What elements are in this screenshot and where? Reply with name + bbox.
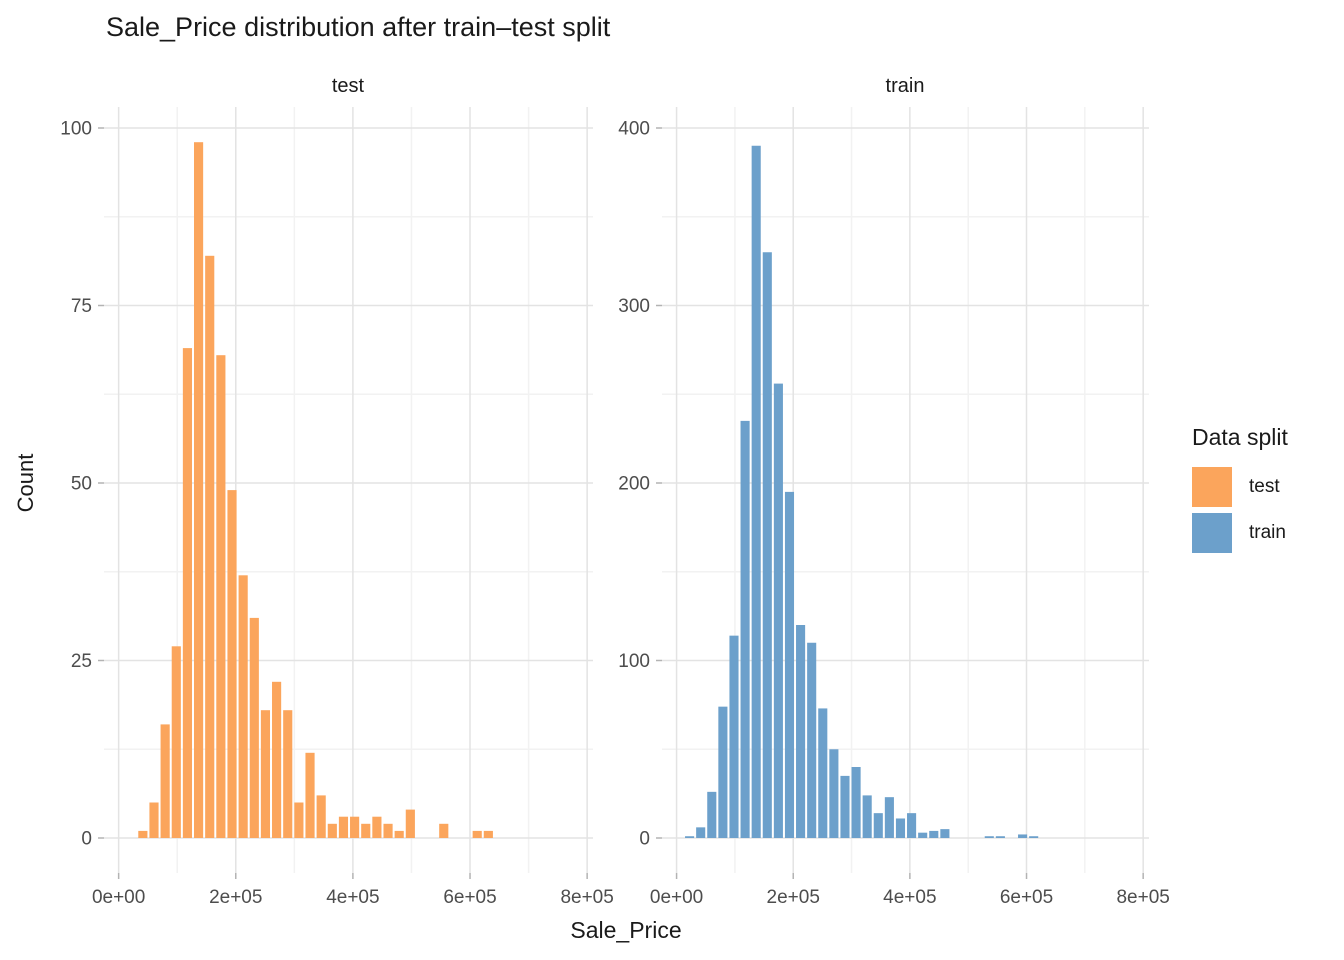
histogram-bar [327,823,337,838]
histogram-bar [718,706,728,838]
y-tick-label: 0 [639,829,650,850]
y-tick-label: 0 [81,829,92,850]
histogram-bar [305,752,315,838]
chart-title: Sale_Price distribution after train–test… [106,12,611,42]
histogram-bar [361,823,371,838]
histogram-bar [316,795,326,838]
histogram-bar [439,823,449,838]
histogram-bar [895,818,906,838]
histogram-bar [216,355,226,838]
histogram-bar [773,383,783,838]
y-tick-label: 100 [618,651,650,672]
histogram-bar [796,625,806,838]
legend: Data split test train [1192,424,1288,559]
x-tick-label: 8e+05 [1116,887,1169,908]
legend-swatch-train [1192,513,1232,553]
histogram-bar [907,813,917,838]
legend-title: Data split [1192,424,1288,450]
histogram-bar [350,816,360,838]
histogram-bar [472,830,482,838]
x-tick-label: 4e+05 [883,887,936,908]
legend-entry-train: train [1192,513,1288,553]
histogram-bar [740,420,750,839]
histogram-bar [372,816,382,838]
histogram-bar [829,749,839,838]
histogram-bar [918,832,928,838]
facet-strip-test: test [331,75,365,97]
histogram-bar [807,642,817,838]
x-tick-label: 0e+00 [650,887,703,908]
legend-entry-test: test [1192,467,1288,507]
legend-label-test: test [1249,476,1280,497]
histogram-bar [283,710,293,838]
x-tick-label: 2e+05 [209,887,262,908]
histogram-bar [227,490,237,838]
histogram-bar [160,724,170,838]
histogram-bar [171,646,181,838]
histogram-bar [929,830,939,838]
x-tick-label: 6e+05 [1000,887,1053,908]
x-tick-label: 8e+05 [560,887,613,908]
histogram-bar [751,145,761,838]
histogram-bar [205,255,215,839]
histogram-bar [851,767,861,838]
histogram-bar [940,829,950,839]
facet-train-bars [685,145,1039,839]
histogram-bar [784,491,795,839]
histogram-bar [1029,836,1039,838]
histogram-bar [840,775,850,839]
histogram-bar [149,802,159,838]
histogram-bar [272,681,282,838]
histogram-bar [405,809,415,838]
histogram-bar [338,816,349,838]
histogram-bar [249,617,259,838]
histogram-bar [394,830,404,838]
x-tick-label: 4e+05 [326,887,379,908]
histogram-bar [483,830,493,838]
histogram-bar [194,142,204,838]
histogram-bar [707,791,717,838]
facet-strip-train: train [885,75,925,97]
histogram-bar [884,797,894,838]
facet-test-bars [138,142,493,839]
y-tick-label: 400 [618,119,650,140]
histogram-bar [984,836,994,838]
x-tick-label: 0e+00 [92,887,145,908]
y-tick-label: 100 [60,119,92,140]
y-tick-label: 300 [618,296,650,317]
x-tick-label: 2e+05 [767,887,820,908]
histogram-bar [138,830,148,838]
histogram-bar [182,348,193,838]
histogram-bar [260,710,271,838]
histogram-bar [294,802,304,838]
histogram-bar [729,635,739,838]
x-tick-label: 6e+05 [443,887,496,908]
x-axis-title: Sale_Price [570,917,682,943]
y-tick-label: 25 [71,651,92,672]
histogram-bar [1018,834,1028,838]
y-tick-label: 75 [71,296,92,317]
histogram-bar [238,575,248,838]
histogram-bar [383,823,393,838]
legend-swatch-test [1192,467,1232,507]
histogram-bar [696,827,706,838]
histogram-bar [862,795,872,838]
legend-label-train: train [1249,522,1286,543]
histogram-bar [685,836,695,838]
y-tick-label: 50 [71,474,92,495]
histogram-bar [873,813,883,838]
y-axis-title: Count [13,453,38,513]
y-tick-label: 200 [618,474,650,495]
histogram-bar [818,708,828,838]
histogram-bar [762,252,772,838]
histogram-bar [995,836,1005,838]
